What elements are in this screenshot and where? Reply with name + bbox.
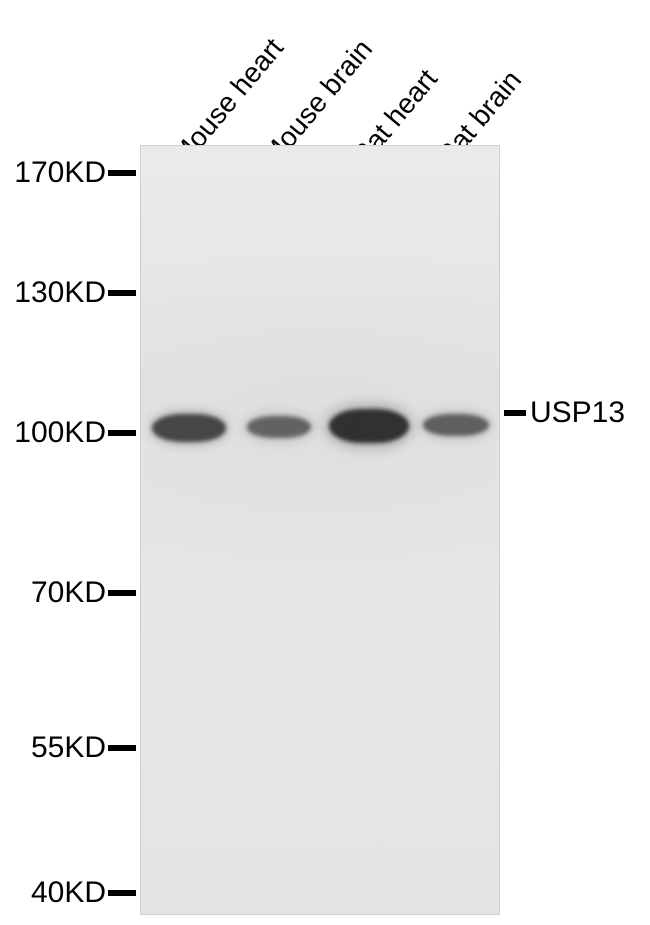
band-lane4-halo bbox=[419, 410, 493, 440]
mw-marker: 170KD bbox=[0, 156, 136, 190]
band-lane2-halo bbox=[243, 412, 315, 442]
mw-text: 40KD bbox=[31, 876, 106, 910]
mw-tick-icon bbox=[108, 290, 136, 296]
band-lane1-halo bbox=[149, 410, 229, 446]
mw-tick-icon bbox=[108, 430, 136, 436]
mw-text: 130KD bbox=[14, 276, 106, 310]
mw-tick-icon bbox=[108, 890, 136, 896]
protein-tick-icon bbox=[504, 410, 526, 416]
mw-tick-icon bbox=[108, 590, 136, 596]
mw-text: 55KD bbox=[31, 731, 106, 765]
protein-label: USP13 bbox=[504, 396, 625, 430]
mw-tick-icon bbox=[108, 745, 136, 751]
mw-marker: 130KD bbox=[0, 276, 136, 310]
mw-text: 70KD bbox=[31, 576, 106, 610]
membrane-gradient bbox=[141, 146, 499, 914]
mw-text: 170KD bbox=[14, 156, 106, 190]
mw-tick-icon bbox=[108, 170, 136, 176]
mw-marker: 40KD bbox=[0, 876, 136, 910]
band-lane3-halo bbox=[325, 404, 413, 448]
mw-marker: 55KD bbox=[0, 731, 136, 765]
mw-marker: 100KD bbox=[0, 416, 136, 450]
protein-text: USP13 bbox=[530, 396, 625, 430]
blot-membrane bbox=[140, 145, 500, 915]
mw-text: 100KD bbox=[14, 416, 106, 450]
blot-figure: Mouse heart Mouse brain Rat heart Rat br… bbox=[0, 0, 650, 925]
mw-marker: 70KD bbox=[0, 576, 136, 610]
